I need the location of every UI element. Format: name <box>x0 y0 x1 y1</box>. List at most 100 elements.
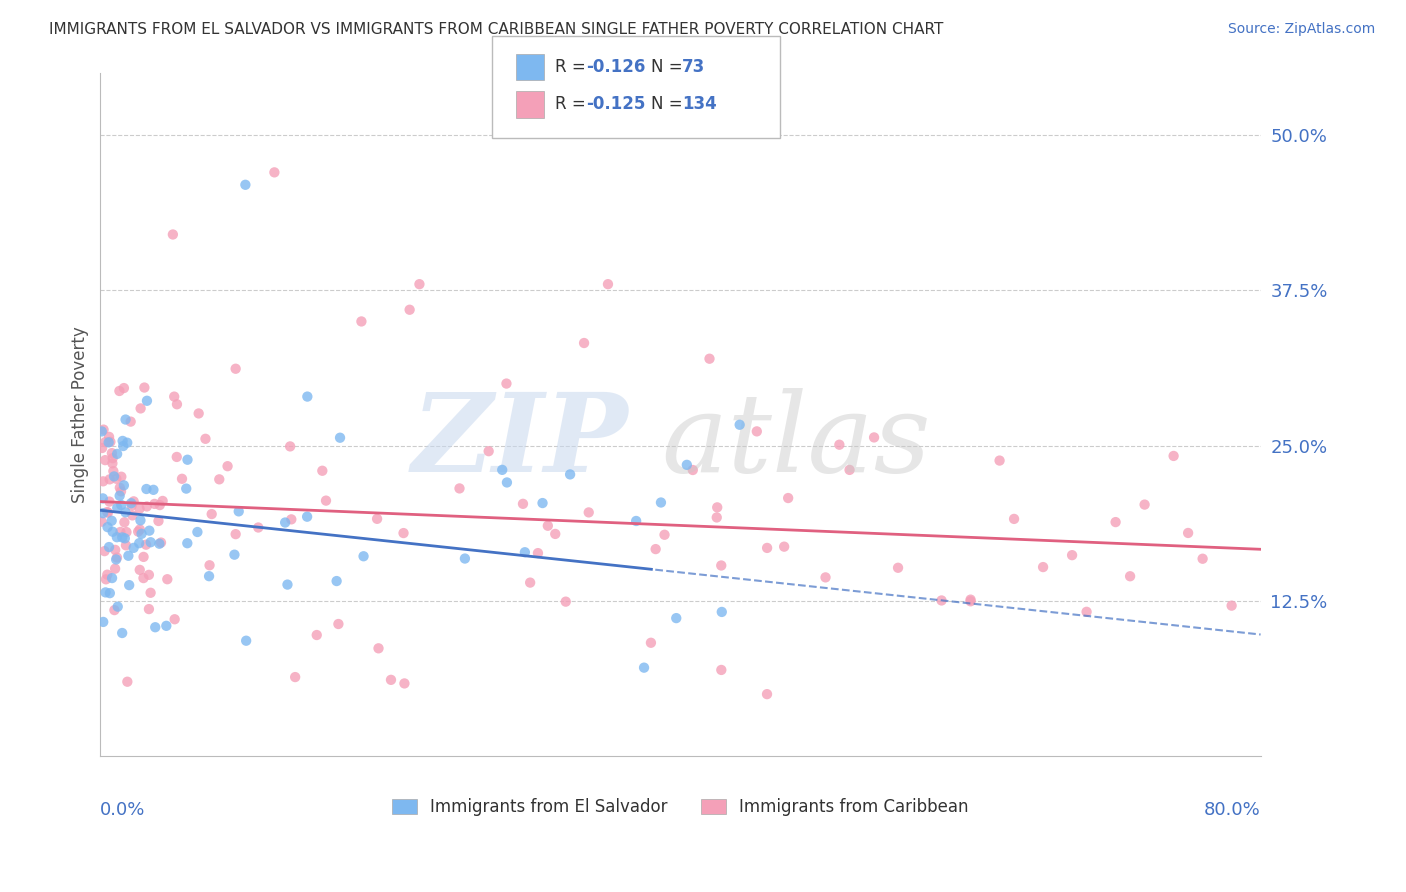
Point <box>756 687 779 701</box>
Point <box>120 496 142 510</box>
Point <box>225 361 247 376</box>
Point <box>150 535 173 549</box>
Text: ZIP: ZIP <box>412 388 628 496</box>
Point <box>143 497 166 511</box>
Point <box>1191 551 1213 566</box>
Point <box>101 451 124 466</box>
Point <box>163 612 186 626</box>
Point <box>122 541 145 555</box>
Point <box>98 430 121 444</box>
Point <box>91 506 114 520</box>
Point <box>194 432 217 446</box>
Point <box>1133 498 1156 512</box>
Point <box>134 380 156 394</box>
Point <box>93 423 115 437</box>
Point <box>90 425 112 439</box>
Point <box>98 586 121 600</box>
Point <box>325 574 347 588</box>
Point <box>98 472 121 486</box>
Point <box>163 390 186 404</box>
Point <box>121 499 143 513</box>
Point <box>155 619 177 633</box>
Point <box>676 458 699 472</box>
Point <box>512 497 534 511</box>
Point <box>148 514 170 528</box>
Point <box>176 452 198 467</box>
Point <box>305 628 328 642</box>
Point <box>863 430 886 444</box>
Point <box>392 526 415 541</box>
Point <box>101 446 124 460</box>
Point <box>96 505 118 519</box>
Point <box>111 434 134 448</box>
Point <box>1002 512 1025 526</box>
Point <box>132 571 155 585</box>
Point <box>94 572 117 586</box>
Point <box>596 277 619 292</box>
Text: 73: 73 <box>682 58 706 76</box>
Point <box>176 536 198 550</box>
Point <box>118 578 141 592</box>
Point <box>162 227 184 242</box>
Point <box>101 571 124 585</box>
Point <box>959 592 981 607</box>
Point <box>537 518 560 533</box>
Point <box>135 500 157 514</box>
Point <box>367 641 389 656</box>
Point <box>578 505 600 519</box>
Point <box>228 504 250 518</box>
Point <box>295 509 318 524</box>
Point <box>112 478 135 492</box>
Text: 134: 134 <box>682 95 717 113</box>
Point <box>572 336 595 351</box>
Point <box>97 520 120 534</box>
Point <box>128 523 150 537</box>
Point <box>315 493 337 508</box>
Point <box>91 475 114 489</box>
Point <box>728 417 751 432</box>
Point <box>274 516 297 530</box>
Point <box>111 626 134 640</box>
Point <box>495 376 517 391</box>
Point <box>100 434 122 449</box>
Point <box>394 676 416 690</box>
Point <box>311 464 333 478</box>
Point <box>138 602 160 616</box>
Text: R =: R = <box>555 95 592 113</box>
Point <box>988 453 1011 467</box>
Point <box>129 401 152 416</box>
Point <box>101 456 124 470</box>
Text: IMMIGRANTS FROM EL SALVADOR VS IMMIGRANTS FROM CARIBBEAN SINGLE FATHER POVERTY C: IMMIGRANTS FROM EL SALVADOR VS IMMIGRANT… <box>49 22 943 37</box>
Point <box>235 178 257 192</box>
Point <box>115 538 138 552</box>
Point <box>1163 449 1185 463</box>
Point <box>699 351 721 366</box>
Point <box>198 569 221 583</box>
Point <box>94 435 117 450</box>
Point <box>1104 515 1126 529</box>
Point <box>828 438 851 452</box>
Point <box>449 482 471 496</box>
Text: R =: R = <box>555 58 592 76</box>
Point <box>544 527 567 541</box>
Point <box>280 512 302 526</box>
Point <box>152 494 174 508</box>
Point <box>478 444 501 458</box>
Point <box>105 472 128 486</box>
Point <box>263 165 285 179</box>
Point <box>117 549 139 563</box>
Point <box>98 494 121 508</box>
Point <box>408 277 430 292</box>
Point <box>120 415 142 429</box>
Point <box>115 524 138 539</box>
Point <box>104 542 127 557</box>
Point <box>91 491 114 506</box>
Point <box>110 484 132 499</box>
Point <box>513 545 536 559</box>
Point <box>773 540 796 554</box>
Point <box>101 524 124 539</box>
Point <box>554 594 576 608</box>
Point <box>107 599 129 614</box>
Point <box>1032 560 1054 574</box>
Point <box>208 472 231 486</box>
